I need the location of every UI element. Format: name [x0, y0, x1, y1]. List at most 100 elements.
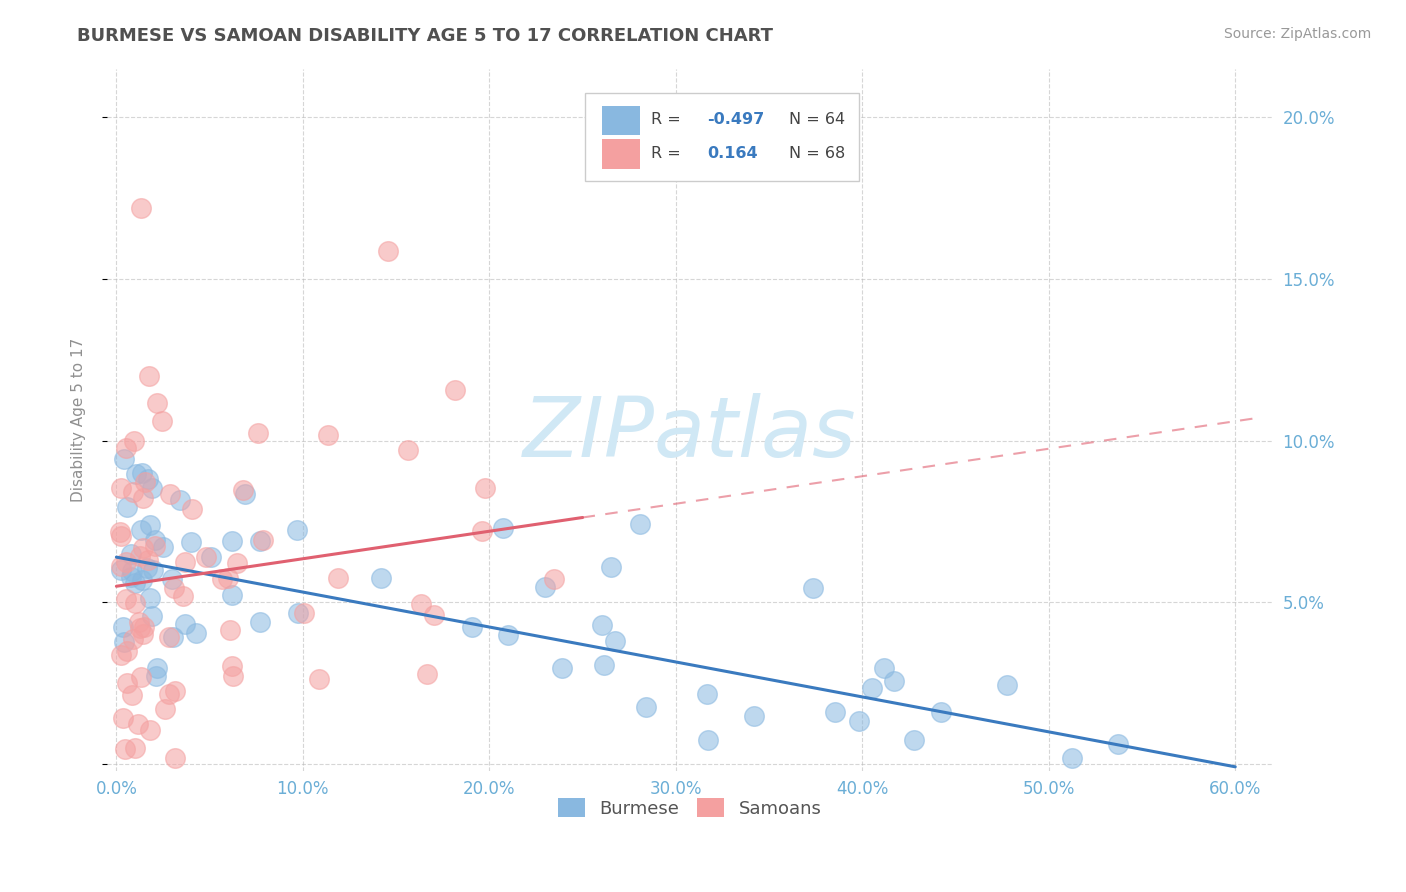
Point [995, 677, 1018, 691]
Point [543, 572, 565, 586]
Text: 0.164: 0.164 [707, 146, 758, 161]
Point [122, 632, 145, 647]
Point [124, 740, 146, 755]
Point [124, 575, 146, 590]
Point [132, 491, 155, 505]
Point [496, 628, 519, 642]
Point [287, 523, 309, 537]
Point [122, 434, 145, 448]
Point [136, 561, 159, 575]
Point [249, 615, 271, 629]
Point [174, 555, 197, 569]
Point [184, 626, 207, 640]
Point [200, 550, 222, 565]
Point [328, 571, 350, 585]
Point [1107, 737, 1129, 751]
Point [145, 668, 167, 682]
Point [534, 580, 557, 594]
Point [461, 620, 484, 634]
Text: BURMESE VS SAMOAN DISABILITY AGE 5 TO 17 CORRELATION CHART: BURMESE VS SAMOAN DISABILITY AGE 5 TO 17… [77, 27, 773, 45]
Point [155, 702, 177, 716]
Point [801, 581, 824, 595]
Point [742, 709, 765, 723]
Point [221, 533, 243, 548]
Point [249, 534, 271, 549]
Point [157, 687, 180, 701]
Point [115, 675, 138, 690]
Point [110, 648, 132, 662]
Text: Source: ZipAtlas.com: Source: ZipAtlas.com [1223, 27, 1371, 41]
Point [221, 659, 243, 673]
Text: N = 64: N = 64 [789, 112, 845, 128]
Point [471, 524, 494, 538]
Point [696, 688, 718, 702]
Point [131, 541, 153, 555]
Legend: Burmese, Samoans: Burmese, Samoans [551, 790, 830, 825]
Point [247, 425, 270, 440]
Point [370, 571, 392, 585]
Point [318, 428, 340, 442]
Point [141, 608, 163, 623]
Point [114, 742, 136, 756]
Point [131, 573, 153, 587]
Point [145, 396, 167, 410]
Point [492, 521, 515, 535]
Point [131, 523, 153, 537]
Point [136, 472, 159, 486]
Point [112, 620, 135, 634]
Point [180, 534, 202, 549]
Point [860, 681, 883, 695]
Point [416, 667, 439, 681]
Point [195, 550, 218, 565]
Point [211, 572, 233, 586]
Point [124, 596, 146, 610]
Point [444, 383, 467, 397]
Point [114, 591, 136, 606]
Point [252, 533, 274, 547]
Point [396, 442, 419, 457]
Point [146, 661, 169, 675]
Point [129, 201, 152, 215]
Point [873, 661, 896, 675]
Point [128, 621, 150, 635]
Point [605, 634, 627, 648]
Point [232, 483, 254, 497]
Point [141, 563, 163, 577]
Point [474, 481, 496, 495]
Point [125, 467, 148, 481]
Point [173, 616, 195, 631]
Point [163, 581, 186, 595]
Point [121, 689, 143, 703]
Point [127, 716, 149, 731]
Point [128, 615, 150, 629]
Point [110, 564, 132, 578]
Y-axis label: Disability Age 5 to 17: Disability Age 5 to 17 [72, 337, 86, 501]
Point [138, 369, 160, 384]
Point [172, 589, 194, 603]
Point [136, 553, 159, 567]
Point [132, 620, 155, 634]
Point [139, 517, 162, 532]
Point [929, 706, 952, 720]
Point [824, 705, 846, 719]
Point [217, 571, 239, 585]
Point [114, 442, 136, 456]
Point [121, 485, 143, 500]
Point [222, 669, 245, 683]
Point [139, 723, 162, 737]
Point [117, 644, 139, 658]
Point [115, 500, 138, 514]
Point [132, 627, 155, 641]
Point [628, 516, 651, 531]
Point [221, 588, 243, 602]
Point [129, 670, 152, 684]
Point [169, 492, 191, 507]
Point [163, 684, 186, 698]
Point [308, 672, 330, 686]
Text: -0.497: -0.497 [707, 112, 765, 128]
Point [120, 547, 142, 561]
Point [143, 539, 166, 553]
Text: N = 68: N = 68 [789, 146, 845, 161]
Point [600, 559, 623, 574]
Point [129, 549, 152, 564]
